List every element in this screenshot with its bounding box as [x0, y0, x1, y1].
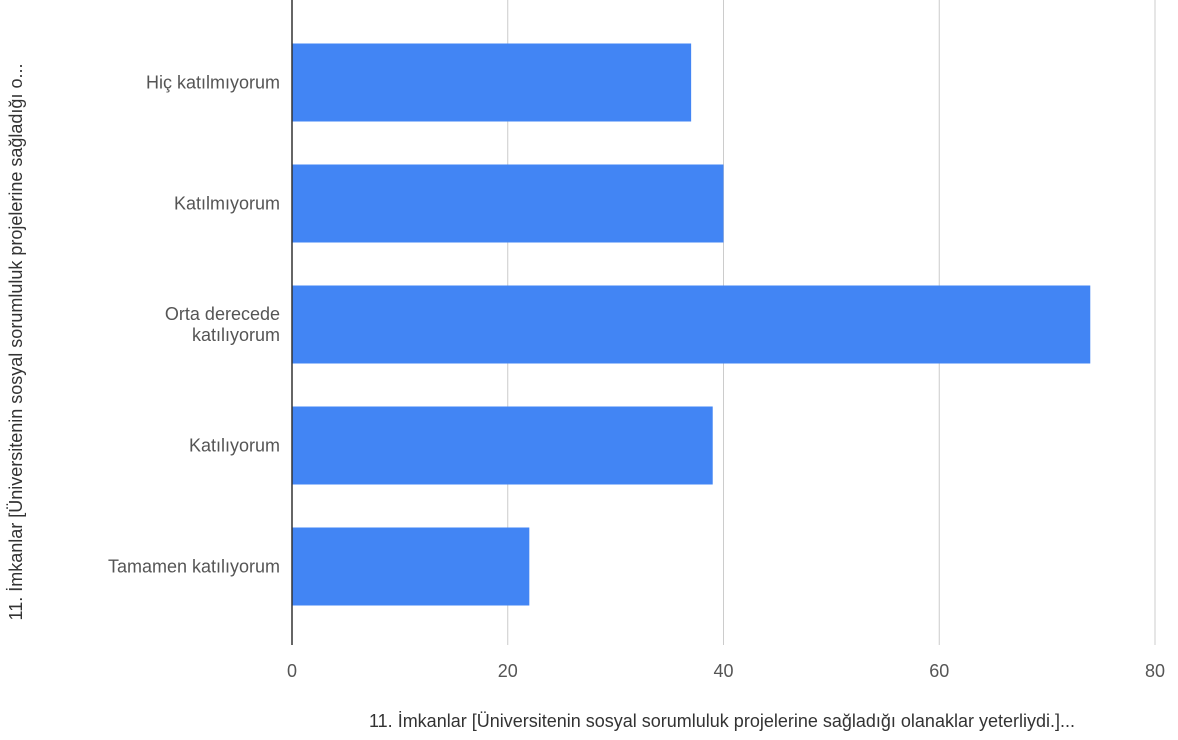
bar — [292, 285, 1091, 364]
bar — [292, 527, 530, 606]
category-label: katılıyorum — [192, 325, 280, 345]
x-tick-label: 80 — [1145, 661, 1165, 681]
x-axis-title: 11. İmkanlar [Üniversitenin sosyal sorum… — [369, 711, 1075, 731]
category-label: Katılmıyorum — [174, 194, 280, 214]
x-tick-label: 40 — [713, 661, 733, 681]
x-tick-labels: 0 20 40 60 80 — [287, 661, 1165, 681]
category-label: Hiç katılmıyorum — [146, 73, 280, 93]
x-tick-label: 20 — [498, 661, 518, 681]
category-label: Katılıyorum — [189, 436, 280, 456]
y-axis-title: 11. İmkanlar [Üniversitenin sosyal sorum… — [6, 64, 26, 621]
x-tick-label: 0 — [287, 661, 297, 681]
bars — [292, 43, 1091, 606]
bar — [292, 43, 692, 122]
category-label: Orta derecede — [165, 304, 280, 324]
x-tick-label: 60 — [929, 661, 949, 681]
bar — [292, 406, 713, 485]
bar — [292, 164, 724, 243]
category-labels: Hiç katılmıyorum Katılmıyorum Orta dereced… — [108, 73, 280, 577]
category-label: Tamamen katılıyorum — [108, 557, 280, 577]
